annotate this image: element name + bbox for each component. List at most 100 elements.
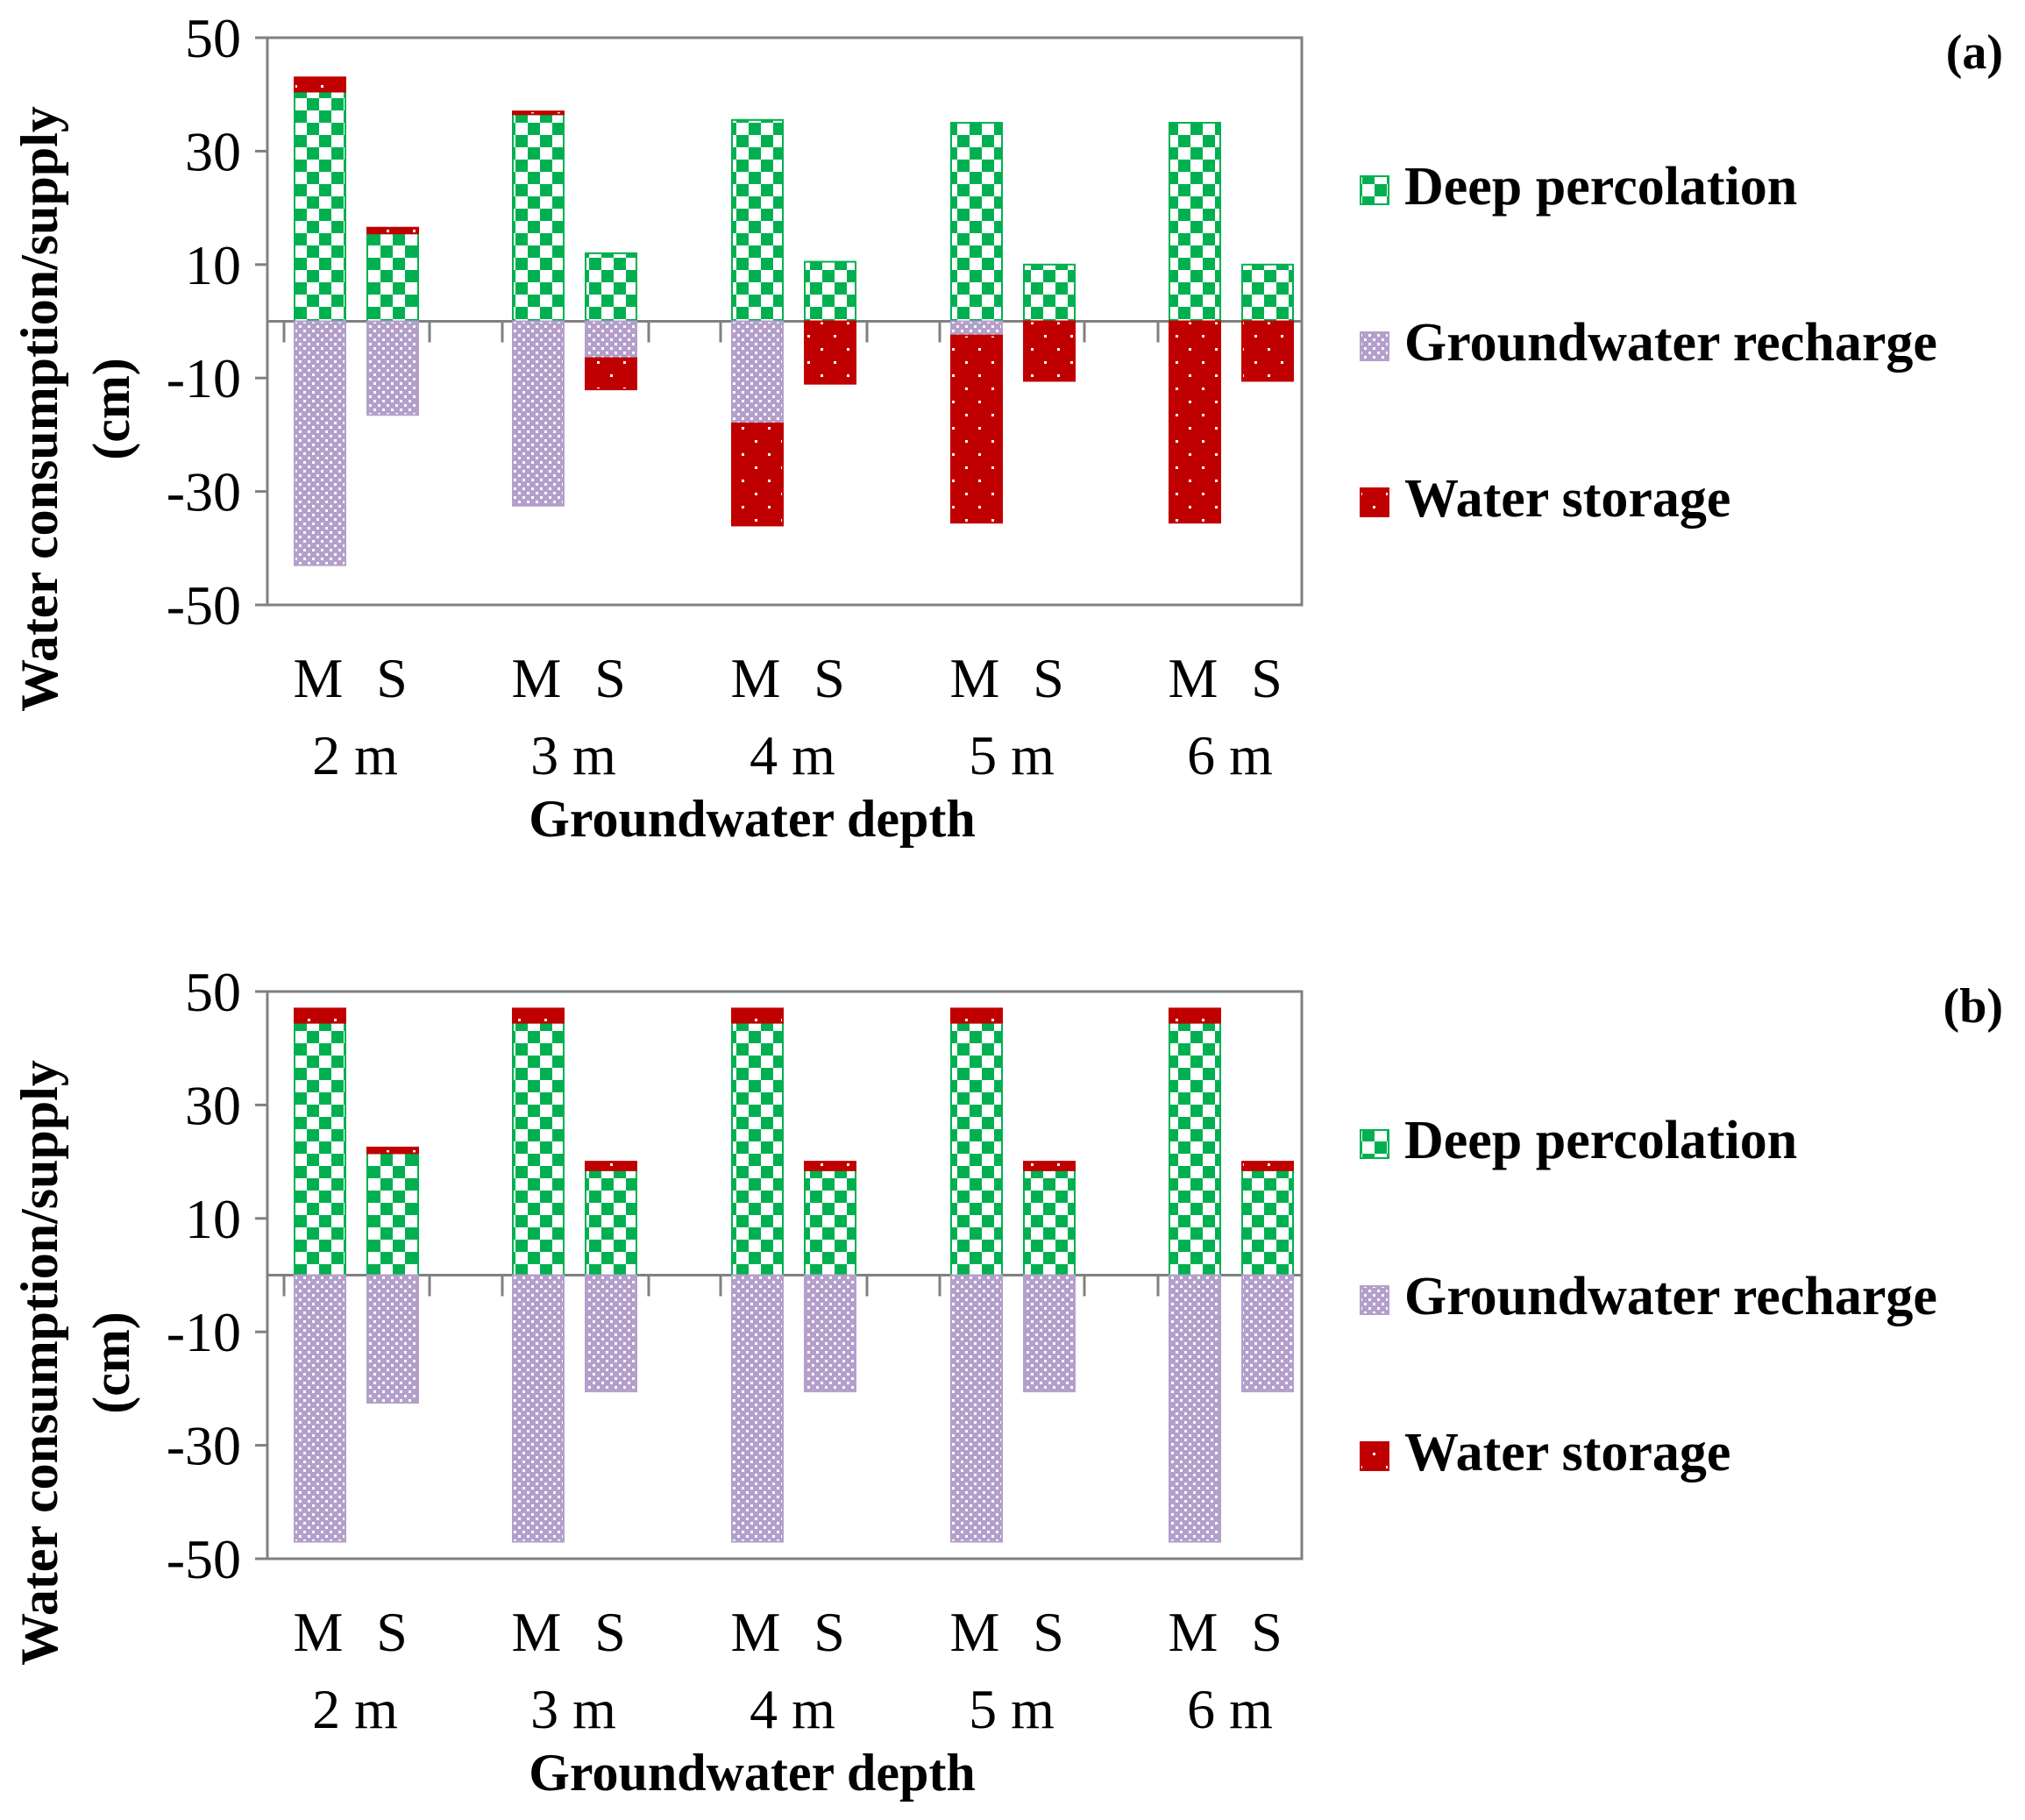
- category-label: S: [376, 1601, 408, 1663]
- legend-swatch-groundwater-recharge: [1360, 1285, 1389, 1315]
- bar-water-storage-b-7: [950, 1007, 1003, 1024]
- bar-deep-percolation-a-8: [1023, 263, 1076, 323]
- category-label: S: [1033, 1601, 1064, 1663]
- y-tick-label: -30: [167, 461, 241, 523]
- bar-water-storage-a-5: [731, 422, 784, 527]
- legend-swatch-deep-percolation: [1360, 1129, 1389, 1159]
- bar-water-storage-b-10: [1241, 1161, 1294, 1171]
- x-axis-title: Groundwater depth: [529, 790, 976, 848]
- category-label: M: [294, 647, 344, 709]
- y-tick-label: 50: [185, 961, 241, 1023]
- bar-groundwater-recharge-a-2: [366, 320, 419, 416]
- category-label: S: [1251, 647, 1282, 709]
- bar-deep-percolation-b-7: [950, 1021, 1003, 1276]
- x-axis-title: Groundwater depth: [529, 1744, 976, 1802]
- category-label: M: [512, 1601, 562, 1663]
- y-tick-label: 50: [185, 7, 241, 69]
- bar-groundwater-recharge-a-4: [585, 320, 637, 359]
- bar-groundwater-recharge-b-3: [512, 1274, 565, 1543]
- bar-water-storage-b-8: [1023, 1161, 1076, 1171]
- bar-groundwater-recharge-b-7: [950, 1274, 1003, 1543]
- bar-deep-percolation-b-6: [804, 1169, 856, 1276]
- category-label: M: [731, 647, 781, 709]
- bar-water-storage-b-1: [294, 1007, 346, 1024]
- bar-deep-percolation-b-9: [1169, 1021, 1221, 1276]
- bar-deep-percolation-a-4: [585, 252, 637, 323]
- bar-deep-percolation-b-2: [366, 1152, 419, 1276]
- category-label: M: [950, 647, 1000, 709]
- legend-label-deep-percolation: Deep percolation: [1404, 1111, 1797, 1170]
- bar-groundwater-recharge-b-4: [585, 1274, 637, 1393]
- bar-water-storage-a-10: [1241, 320, 1294, 382]
- bar-water-storage-a-1: [294, 76, 346, 93]
- group-label: 2 m: [312, 724, 398, 786]
- bar-deep-percolation-b-4: [585, 1169, 637, 1276]
- bar-water-storage-a-9: [1169, 320, 1221, 524]
- category-label: S: [376, 647, 408, 709]
- legend-swatch-deep-percolation: [1360, 175, 1389, 205]
- y-axis-title: Water consumption/supply (cm): [11, 106, 140, 712]
- bar-groundwater-recharge-b-2: [366, 1274, 419, 1404]
- group-label: 6 m: [1187, 1678, 1273, 1740]
- bar-groundwater-recharge-a-7: [950, 320, 1003, 337]
- bar-groundwater-recharge-b-1: [294, 1274, 346, 1543]
- category-label: S: [1033, 647, 1064, 709]
- group-label: 3 m: [530, 724, 616, 786]
- legend-label-water-storage: Water storage: [1404, 469, 1730, 529]
- bar-deep-percolation-b-5: [731, 1021, 784, 1276]
- y-tick-label: 10: [185, 1188, 241, 1250]
- category-label: M: [1169, 1601, 1219, 1663]
- bar-deep-percolation-a-3: [512, 113, 565, 323]
- category-label: M: [294, 1601, 344, 1663]
- bar-deep-percolation-b-3: [512, 1021, 565, 1276]
- category-label: S: [594, 647, 626, 709]
- y-axis-title: Water consumption/supply (cm): [11, 1060, 140, 1666]
- category-label: M: [512, 647, 562, 709]
- legend-label-groundwater-recharge: Groundwater recharge: [1404, 1267, 1937, 1326]
- legend-swatch-groundwater-recharge: [1360, 331, 1389, 361]
- group-label: 3 m: [530, 1678, 616, 1740]
- bar-deep-percolation-a-9: [1169, 122, 1221, 323]
- y-tick-label: 30: [185, 120, 241, 182]
- y-tick-label: -10: [167, 347, 241, 409]
- category-label: S: [814, 647, 845, 709]
- bar-water-storage-b-2: [366, 1146, 419, 1155]
- bar-groundwater-recharge-b-10: [1241, 1274, 1294, 1393]
- bar-water-storage-a-3: [512, 110, 565, 116]
- y-tick-label: -30: [167, 1415, 241, 1477]
- y-tick-label: -50: [167, 1528, 241, 1590]
- y-tick-label: -50: [167, 574, 241, 636]
- bar-groundwater-recharge-b-9: [1169, 1274, 1221, 1543]
- panel-label: (b): [1943, 979, 2003, 1034]
- y-tick-label: 30: [185, 1074, 241, 1136]
- bar-groundwater-recharge-a-5: [731, 320, 784, 424]
- category-label: S: [1251, 1601, 1282, 1663]
- bar-water-storage-b-6: [804, 1161, 856, 1171]
- category-label: S: [814, 1601, 845, 1663]
- bar-water-storage-b-4: [585, 1161, 637, 1171]
- bar-deep-percolation-b-10: [1241, 1169, 1294, 1276]
- bar-deep-percolation-b-1: [294, 1021, 346, 1276]
- group-label: 6 m: [1187, 724, 1273, 786]
- category-label: M: [731, 1601, 781, 1663]
- group-label: 5 m: [969, 1678, 1055, 1740]
- category-label: M: [1169, 647, 1219, 709]
- bar-deep-percolation-a-1: [294, 90, 346, 323]
- bar-deep-percolation-a-6: [804, 260, 856, 323]
- bar-water-storage-a-7: [950, 334, 1003, 524]
- group-label: 5 m: [969, 724, 1055, 786]
- bar-water-storage-a-6: [804, 320, 856, 385]
- bar-water-storage-a-4: [585, 357, 637, 391]
- category-label: M: [950, 1601, 1000, 1663]
- legend-swatch-water-storage: [1360, 1441, 1389, 1471]
- y-tick-label: 10: [185, 234, 241, 296]
- bar-deep-percolation-a-10: [1241, 263, 1294, 323]
- category-label: S: [594, 1601, 626, 1663]
- bar-groundwater-recharge-b-8: [1023, 1274, 1076, 1393]
- bar-groundwater-recharge-a-3: [512, 320, 565, 507]
- bar-groundwater-recharge-a-1: [294, 320, 346, 566]
- bar-water-storage-a-2: [366, 226, 419, 235]
